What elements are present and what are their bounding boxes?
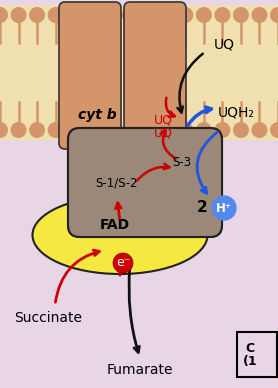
FancyBboxPatch shape <box>124 2 186 149</box>
Circle shape <box>214 7 230 23</box>
Text: S-1/S-2: S-1/S-2 <box>96 177 138 189</box>
Circle shape <box>103 122 119 138</box>
Circle shape <box>140 7 156 23</box>
Circle shape <box>11 7 26 23</box>
FancyBboxPatch shape <box>237 332 277 377</box>
Text: 2: 2 <box>196 201 207 215</box>
Ellipse shape <box>33 196 207 274</box>
Circle shape <box>66 122 82 138</box>
Bar <box>0 5 278 140</box>
Circle shape <box>122 122 138 138</box>
Text: UQH₂: UQH₂ <box>218 105 255 119</box>
Circle shape <box>122 7 138 23</box>
Circle shape <box>85 122 101 138</box>
Circle shape <box>66 7 82 23</box>
Circle shape <box>270 122 278 138</box>
Text: Succinate: Succinate <box>14 311 82 325</box>
Circle shape <box>159 122 175 138</box>
Text: e⁻: e⁻ <box>116 256 130 270</box>
FancyBboxPatch shape <box>68 128 222 237</box>
Circle shape <box>270 7 278 23</box>
Circle shape <box>0 122 8 138</box>
Circle shape <box>233 7 249 23</box>
Circle shape <box>159 7 175 23</box>
Circle shape <box>252 122 267 138</box>
Text: C: C <box>245 341 255 355</box>
Text: Fumarate: Fumarate <box>107 363 173 377</box>
Circle shape <box>85 7 101 23</box>
Circle shape <box>29 7 45 23</box>
Circle shape <box>11 122 26 138</box>
Circle shape <box>0 7 8 23</box>
FancyBboxPatch shape <box>68 128 222 237</box>
Circle shape <box>103 7 119 23</box>
FancyBboxPatch shape <box>59 2 121 149</box>
Circle shape <box>196 122 212 138</box>
Text: UQ: UQ <box>153 126 173 140</box>
Circle shape <box>214 122 230 138</box>
Text: FAD: FAD <box>100 218 130 232</box>
Circle shape <box>48 7 64 23</box>
Circle shape <box>177 7 193 23</box>
Circle shape <box>113 253 133 273</box>
Text: S-3: S-3 <box>172 156 192 170</box>
Text: H⁺: H⁺ <box>216 201 232 215</box>
Text: UQ: UQ <box>153 114 173 126</box>
Circle shape <box>177 122 193 138</box>
Circle shape <box>212 196 236 220</box>
Circle shape <box>252 7 267 23</box>
Text: (1: (1 <box>243 355 257 369</box>
Circle shape <box>48 122 64 138</box>
Circle shape <box>29 122 45 138</box>
Text: UQ: UQ <box>214 38 235 52</box>
Circle shape <box>233 122 249 138</box>
Text: cyt b: cyt b <box>78 108 116 122</box>
Circle shape <box>196 7 212 23</box>
Circle shape <box>140 122 156 138</box>
